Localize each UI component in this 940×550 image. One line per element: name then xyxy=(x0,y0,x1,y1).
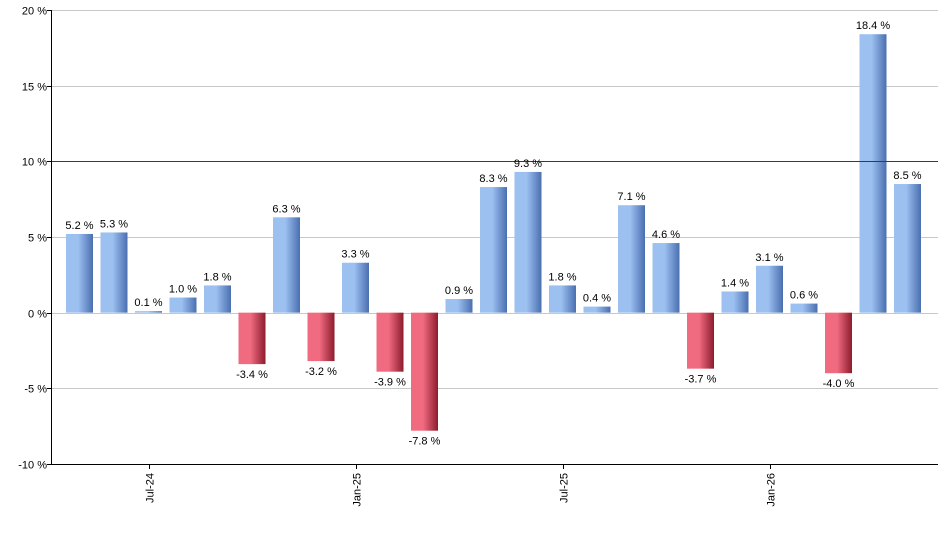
data-label: -3.2 % xyxy=(305,366,337,378)
data-label: 0.4 % xyxy=(583,293,611,305)
bar xyxy=(204,285,231,313)
bar xyxy=(480,187,507,313)
data-label: -4.0 % xyxy=(823,378,855,390)
data-label: 5.3 % xyxy=(100,218,128,230)
bar xyxy=(652,243,680,313)
x-tick-label: Jan-26 xyxy=(766,473,778,507)
bar xyxy=(825,312,852,374)
data-label: 7.1 % xyxy=(617,191,645,203)
bar xyxy=(687,312,714,369)
x-tick-label: Jul-25 xyxy=(559,473,571,503)
data-label: -3.9 % xyxy=(374,377,406,389)
bar xyxy=(307,312,335,362)
data-label: -3.4 % xyxy=(236,369,268,381)
bar xyxy=(549,285,576,313)
y-tick-label: -5 % xyxy=(24,384,47,396)
data-label: 1.0 % xyxy=(169,284,197,296)
bar xyxy=(756,265,783,313)
bar xyxy=(514,171,542,313)
data-label: 9.3 % xyxy=(514,158,542,170)
y-tick-label: 0 % xyxy=(28,309,47,321)
bar xyxy=(618,205,645,313)
data-label: 0.6 % xyxy=(790,290,818,302)
bar xyxy=(859,34,887,313)
bar xyxy=(342,262,369,313)
bar xyxy=(66,233,93,313)
data-label: -3.7 % xyxy=(685,374,717,386)
y-tick-label: 15 % xyxy=(22,82,47,94)
y-tick-label: 20 % xyxy=(22,6,47,18)
bar xyxy=(100,232,128,313)
x-tick-label: Jul-24 xyxy=(145,473,157,503)
axes: -10 % -5 % 0 % 5 % 10 % 15 % 20 % Jul-24 Jan-25 J… xyxy=(18,6,938,507)
bar xyxy=(376,312,404,372)
x-tick-label: Jan-25 xyxy=(352,473,364,507)
bar xyxy=(790,303,818,313)
bar xyxy=(135,311,162,313)
bar xyxy=(238,312,266,365)
data-label: 8.5 % xyxy=(893,170,921,182)
data-label: 18.4 % xyxy=(856,20,890,32)
bars xyxy=(66,34,921,431)
bar xyxy=(721,291,749,313)
data-labels: 5.2 % 5.3 % 0.1 % 1.0 % 1.8 % -3.4 % 6.3 % -3.2… xyxy=(65,20,921,447)
data-label: 1.8 % xyxy=(548,271,576,283)
data-label: 3.3 % xyxy=(341,249,369,261)
y-tick-label: 10 % xyxy=(22,157,47,169)
y-tick-label: -10 % xyxy=(18,460,47,472)
data-label: 1.4 % xyxy=(721,277,749,289)
data-label: 1.8 % xyxy=(203,271,231,283)
data-label: 4.6 % xyxy=(652,229,680,241)
bar xyxy=(411,312,438,431)
bar xyxy=(169,297,197,313)
data-label: 0.9 % xyxy=(445,285,473,297)
data-label: 5.2 % xyxy=(65,220,93,232)
data-label: 0.1 % xyxy=(134,297,162,309)
data-label: 6.3 % xyxy=(272,203,300,215)
y-tick-label: 5 % xyxy=(28,233,47,245)
data-label: -7.8 % xyxy=(409,436,441,448)
bar xyxy=(583,306,611,313)
data-label: 3.1 % xyxy=(755,252,783,264)
data-label: 8.3 % xyxy=(479,173,507,185)
bar xyxy=(445,299,473,313)
bar xyxy=(894,184,921,313)
bar xyxy=(273,217,300,313)
